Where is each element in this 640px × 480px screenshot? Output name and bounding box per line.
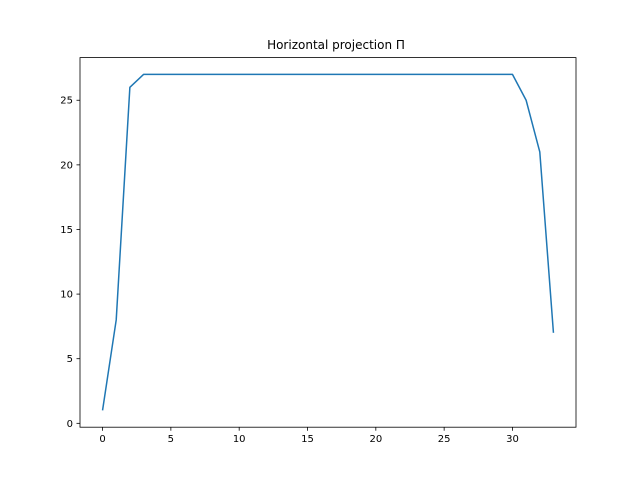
y-tick-label: 25 [60, 96, 73, 107]
y-tick-label: 10 [60, 290, 73, 301]
chart-title: Horizontal projection Π [267, 38, 405, 52]
y-tick-label: 5 [67, 354, 73, 365]
ticks-layer: 0 5 10 15 20 25 30 0 5 10 15 20 25 [60, 96, 519, 445]
x-tick-label: 20 [369, 434, 382, 445]
series-layer [101, 73, 555, 411]
x-tick-label: 15 [301, 434, 314, 445]
x-tick-label: 5 [168, 434, 174, 445]
x-tick-label: 30 [506, 434, 519, 445]
y-tick-label: 20 [60, 160, 73, 171]
x-tick-label: 25 [438, 434, 451, 445]
plot-frame [79, 57, 577, 428]
y-tick-label: 0 [67, 419, 73, 430]
y-tick-label: 15 [60, 225, 73, 236]
x-tick-label: 10 [233, 434, 246, 445]
series-line-0 [101, 73, 555, 411]
x-tick-label: 0 [99, 434, 105, 445]
